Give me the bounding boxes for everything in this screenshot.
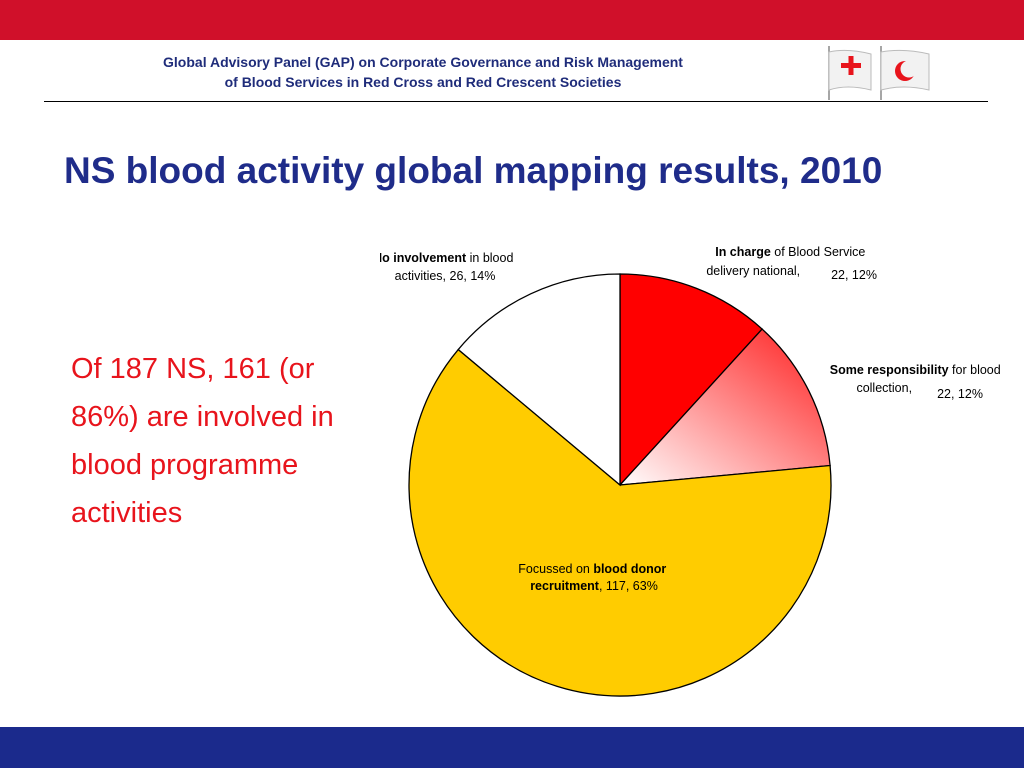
top-banner xyxy=(0,0,1024,40)
panel-header-line-1: Global Advisory Panel (GAP) on Corporate… xyxy=(163,54,683,70)
slice-some-responsibility xyxy=(618,328,831,486)
label-no-involvement: No involvement in blood activities, 26, … xyxy=(380,251,517,283)
red-cross-flag-icon xyxy=(828,46,872,100)
bottom-banner xyxy=(0,727,1024,768)
slice-in-charge xyxy=(619,273,764,487)
slide-title: NS blood activity global mapping results… xyxy=(64,150,883,191)
panel-header-line-2: of Blood Services in Red Cross and Red C… xyxy=(224,74,622,90)
panel-header: Global Advisory Panel (GAP) on Corporate… xyxy=(100,52,746,92)
slice-no-involvement xyxy=(457,273,621,487)
pie-chart: In charge of Blood Service delivery nati… xyxy=(380,245,1004,697)
logos xyxy=(828,46,930,100)
label-blood-donor-recruitment: Focussed on blood donor recruitment, 117… xyxy=(518,562,669,593)
label-in-charge: In charge of Blood Service delivery nati… xyxy=(706,245,877,282)
callout-text: Of 187 NS, 161 (or 86%) are involved in … xyxy=(71,353,334,529)
label-some-responsibility: Some responsibility for blood collection… xyxy=(830,363,1004,401)
header-divider xyxy=(44,101,988,102)
slice-blood-donor-recruitment xyxy=(408,348,832,697)
red-crescent-flag-icon xyxy=(880,46,930,100)
